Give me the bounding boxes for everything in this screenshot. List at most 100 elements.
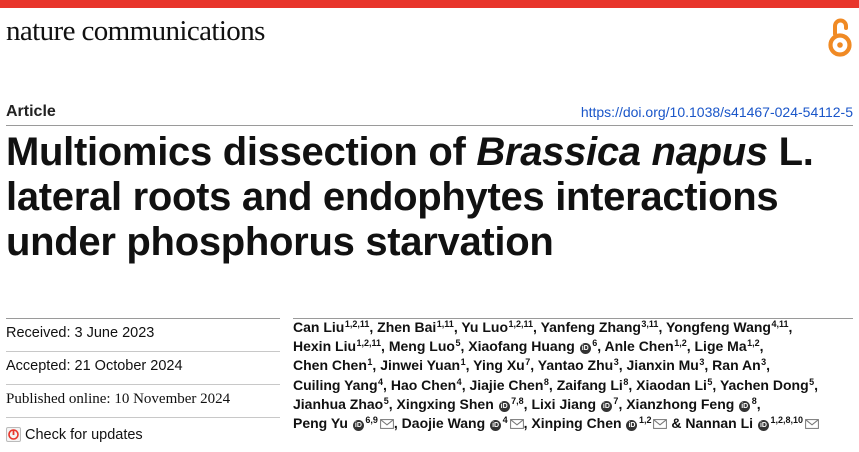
author[interactable]: Xianzhong Feng iD8 [626, 396, 757, 412]
author-affiliation: 3 [613, 357, 619, 368]
author-name: Nannan Li [685, 415, 754, 432]
author[interactable]: Anle Chen1,2 [604, 338, 686, 354]
author-name: Jiajie Chen [469, 376, 544, 393]
author-name: Meng Luo [388, 338, 455, 355]
email-envelope-icon[interactable] [805, 415, 819, 434]
author[interactable]: Ran An3 [712, 357, 766, 373]
author[interactable]: Meng Luo5 [389, 338, 461, 354]
author[interactable]: Zaifang Li8 [557, 377, 629, 393]
author-affiliation: 1 [460, 357, 466, 368]
author-name: Yongfeng Wang [665, 319, 771, 335]
author-affiliation: 1,11 [436, 319, 454, 329]
author-affiliation: 1,2,8,10 [770, 415, 803, 426]
author-name: Cuiling Yang [293, 376, 378, 393]
author[interactable]: Yanfeng Zhang3,11 [541, 319, 659, 335]
author[interactable]: Nannan Li iD1,2,8,10 [685, 415, 819, 434]
author[interactable]: Xingxing Shen iD7,8 [397, 396, 524, 412]
author[interactable]: Zhen Bai1,11 [377, 319, 454, 335]
email-envelope-icon[interactable] [379, 415, 394, 434]
email-envelope-icon[interactable] [653, 415, 668, 434]
article-type-label: Article [6, 103, 56, 120]
author-name: Yu Luo [461, 319, 509, 335]
author[interactable]: Xiaofang Huang iD6 [468, 338, 597, 355]
author[interactable]: Cuiling Yang4 [293, 377, 383, 393]
author[interactable]: Chen Chen1 [293, 357, 372, 373]
dates-top-divider [6, 318, 280, 319]
journal-name[interactable]: nature communications [6, 15, 265, 47]
title-line3: under phosphorus starvation [6, 220, 554, 264]
author-affiliation: 4 [378, 376, 384, 387]
orcid-icon[interactable]: iD [352, 420, 364, 432]
author[interactable]: Jiajie Chen8 [469, 377, 548, 393]
author[interactable]: Xinping Chen iD1,2 [531, 415, 668, 434]
author[interactable]: Peng Yu iD6,9 [293, 415, 394, 434]
author-affiliation: 7 [525, 357, 531, 368]
author-affiliation: 1,2,11 [356, 338, 382, 349]
author-affiliation: 6,9 [365, 415, 378, 426]
author[interactable]: Can Liu1,2,11 [293, 319, 369, 335]
author-affiliation: 8 [543, 376, 549, 387]
author-name: Ying Xu [473, 357, 525, 374]
author-name: Hexin Liu [293, 338, 357, 355]
authors-top-divider [293, 318, 853, 319]
author[interactable]: Yu Luo1,2,11 [461, 319, 533, 335]
author-list: Can Liu1,2,11, Zhen Bai1,11, Yu Luo1,2,1… [293, 318, 855, 434]
author[interactable]: Lixi Jiang iD7 [531, 396, 618, 412]
author-name: Jinwei Yuan [380, 357, 461, 374]
orcid-icon[interactable]: iD [600, 400, 612, 412]
publication-dates: Received: 3 June 2023 Accepted: 21 Octob… [6, 319, 280, 451]
author-affiliation: 1,2,11 [344, 319, 370, 329]
author-name: Jianxin Mu [626, 357, 699, 374]
author[interactable]: Yantao Zhu3 [538, 357, 619, 373]
author-affiliation: 1 [367, 357, 373, 368]
author-line: Hexin Liu1,2,11, Meng Luo5, Xiaofang Hua… [293, 338, 764, 355]
orcid-icon[interactable]: iD [579, 343, 591, 355]
author[interactable]: Ying Xu7 [473, 357, 530, 373]
author-affiliation: 1,2 [674, 338, 687, 349]
author-name: Xinping Chen [531, 415, 622, 432]
orcid-icon[interactable]: iD [739, 400, 751, 412]
check-for-updates-button[interactable]: Check for updates [6, 418, 280, 451]
author-affiliation: 1,2,11 [508, 319, 534, 329]
author-affiliation: 3 [761, 357, 767, 368]
published-date: Published online: 10 November 2024 [6, 385, 280, 418]
author[interactable]: Yachen Dong5 [720, 377, 814, 393]
header-divider [6, 125, 853, 126]
author[interactable]: Jianhua Zhao5 [293, 396, 389, 412]
author-name: Zaifang Li [556, 376, 623, 393]
author[interactable]: Lige Ma1,2 [695, 338, 760, 354]
title-line1-suffix: L. [767, 130, 814, 174]
author-name: Yanfeng Zhang [540, 319, 641, 335]
author[interactable]: Jinwei Yuan1 [380, 357, 465, 373]
orcid-icon[interactable]: iD [490, 420, 502, 432]
author-affiliation: 8 [623, 376, 629, 387]
author-line: Peng Yu iD6,9, Daojie Wang iD4, Xinping … [293, 414, 855, 434]
article-title: Multiomics dissection of Brassica napus … [6, 130, 856, 265]
author-name: Peng Yu [293, 415, 348, 432]
open-access-lock-icon[interactable] [827, 16, 853, 58]
author-affiliation: 7 [613, 395, 619, 406]
doi-link[interactable]: https://doi.org/10.1038/s41467-024-54112… [580, 104, 853, 120]
author[interactable]: Xiaodan Li5 [636, 377, 712, 393]
author[interactable]: Jianxin Mu3 [627, 357, 705, 373]
author-affiliation: 3,11 [641, 319, 659, 329]
author-name: Chen Chen [293, 357, 367, 374]
author-affiliation: 8 [751, 395, 757, 406]
author[interactable]: Hexin Liu1,2,11 [293, 338, 381, 354]
author-name: Xianzhong Feng [626, 395, 735, 412]
orcid-icon[interactable]: iD [626, 420, 638, 432]
title-species-name: Brassica napus [476, 130, 768, 174]
author[interactable]: Yongfeng Wang4,11 [666, 319, 789, 335]
author-line: Chen Chen1, Jinwei Yuan1, Ying Xu7, Yant… [293, 357, 771, 374]
author[interactable]: Hao Chen4 [391, 377, 462, 393]
author-name: Ran An [712, 357, 761, 374]
author-name: Lige Ma [694, 338, 747, 355]
author[interactable]: Daojie Wang iD4 [402, 415, 524, 434]
orcid-icon[interactable]: iD [757, 420, 769, 432]
author-name: Xingxing Shen [396, 395, 494, 412]
author-affiliation: 1,2 [638, 415, 652, 426]
author-name: Can Liu [293, 319, 345, 335]
author-name: Jianhua Zhao [293, 395, 384, 412]
orcid-icon[interactable]: iD [498, 400, 510, 412]
email-envelope-icon[interactable] [509, 415, 524, 434]
